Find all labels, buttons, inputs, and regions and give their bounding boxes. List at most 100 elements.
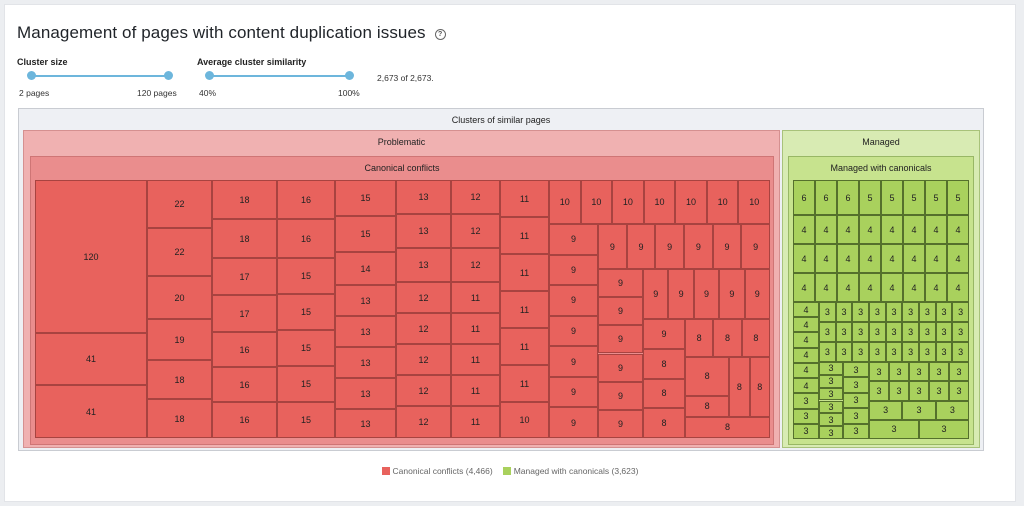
cluster-cell[interactable]: 3	[835, 302, 853, 322]
cluster-cell[interactable]: 4	[837, 273, 859, 302]
cluster-cell[interactable]: 15	[277, 366, 335, 402]
cluster-cell[interactable]: 8	[643, 348, 685, 379]
cluster-cell[interactable]: 4	[815, 215, 837, 244]
cluster-cell[interactable]: 9	[719, 269, 745, 319]
cluster-cell[interactable]: 13	[396, 180, 451, 214]
cluster-cell[interactable]: 5	[881, 180, 903, 215]
cluster-cell[interactable]: 5	[925, 180, 947, 215]
cluster-cell[interactable]: 13	[335, 378, 396, 409]
cluster-cell[interactable]: 3	[852, 302, 869, 322]
cluster-cell[interactable]: 3	[869, 419, 919, 439]
cluster-cell[interactable]: 10	[738, 180, 770, 224]
cluster-cell[interactable]: 9	[549, 346, 598, 377]
cluster-cell[interactable]: 4	[815, 273, 837, 302]
cluster-cell[interactable]: 12	[451, 214, 500, 248]
cluster-cell[interactable]: 13	[335, 409, 396, 438]
cluster-cell[interactable]: 3	[869, 362, 889, 382]
cluster-cell[interactable]: 12	[451, 180, 500, 214]
cluster-cell[interactable]: 3	[869, 322, 886, 342]
cluster-cell[interactable]: 6	[815, 180, 837, 215]
cluster-cell[interactable]: 13	[335, 347, 396, 378]
cluster-cell[interactable]: 20	[147, 276, 212, 319]
cluster-cell[interactable]: 3	[919, 302, 936, 322]
cluster-cell[interactable]: 3	[852, 322, 869, 342]
cluster-cell[interactable]: 9	[598, 325, 643, 354]
cluster-cell[interactable]: 9	[598, 381, 643, 410]
cluster-cell[interactable]: 17	[212, 295, 277, 332]
cluster-cell[interactable]: 3	[793, 393, 819, 409]
cluster-cell[interactable]: 10	[675, 180, 707, 224]
cluster-cell[interactable]: 11	[500, 365, 549, 402]
cluster-cell[interactable]: 3	[935, 322, 953, 342]
similarity-min-handle[interactable]	[205, 71, 214, 80]
cluster-cell[interactable]: 3	[819, 387, 843, 401]
cluster-cell[interactable]: 3	[819, 302, 836, 322]
cluster-size-track[interactable]	[31, 75, 168, 77]
cluster-cell[interactable]: 8	[741, 319, 770, 357]
cluster-cell[interactable]: 9	[744, 269, 770, 319]
cluster-cell[interactable]: 18	[212, 219, 277, 258]
cluster-cell[interactable]: 3	[843, 408, 869, 424]
cluster-cell[interactable]: 4	[859, 244, 881, 273]
cluster-cell[interactable]: 18	[147, 399, 212, 438]
cluster-cell[interactable]: 9	[741, 224, 770, 269]
cluster-cell[interactable]: 3	[949, 381, 969, 401]
cluster-cell[interactable]: 9	[549, 315, 598, 347]
cluster-cell[interactable]: 12	[396, 313, 451, 344]
cluster-cell[interactable]: 17	[212, 258, 277, 295]
cluster-cell[interactable]: 4	[793, 215, 815, 244]
cluster-cell[interactable]: 3	[843, 392, 869, 409]
cluster-cell[interactable]: 10	[549, 180, 581, 224]
cluster-cell[interactable]: 3	[935, 342, 953, 362]
cluster-cell[interactable]: 11	[500, 180, 549, 217]
cluster-cell[interactable]: 3	[919, 419, 969, 439]
cluster-cell[interactable]: 120	[35, 180, 147, 333]
cluster-cell[interactable]: 3	[902, 322, 919, 342]
cluster-cell[interactable]: 9	[693, 269, 720, 319]
cluster-cell[interactable]: 5	[947, 180, 969, 215]
cluster-cell[interactable]: 10	[500, 402, 549, 438]
cluster-cell[interactable]: 4	[925, 244, 947, 273]
cluster-cell[interactable]: 3	[952, 342, 969, 362]
cluster-cell[interactable]: 10	[643, 180, 676, 224]
cluster-cell[interactable]: 3	[919, 322, 936, 342]
cluster-cell[interactable]: 3	[819, 362, 843, 375]
cluster-cell[interactable]: 9	[712, 224, 742, 269]
cluster-cell[interactable]: 3	[869, 302, 886, 322]
cluster-cell[interactable]: 3	[852, 342, 869, 362]
cluster-cell[interactable]: 3	[949, 362, 969, 382]
cluster-cell[interactable]: 9	[598, 224, 627, 269]
cluster-cell[interactable]: 4	[837, 244, 859, 273]
cluster-cell[interactable]: 3	[819, 400, 843, 414]
cluster-cell[interactable]: 3	[869, 400, 903, 420]
cluster-cell[interactable]: 9	[626, 224, 656, 269]
cluster-cell[interactable]: 3	[819, 426, 843, 439]
cluster-cell[interactable]: 16	[277, 180, 335, 219]
cluster-cell[interactable]: 3	[843, 377, 869, 393]
group-canonical-conflicts[interactable]: Canonical conflicts 120 41 41 22 22 20 19 18 18 1…	[30, 156, 774, 445]
cluster-cell[interactable]: 8	[685, 416, 770, 438]
cluster-cell[interactable]: 6	[793, 180, 815, 215]
cluster-cell[interactable]: 12	[396, 282, 451, 313]
cluster-cell[interactable]: 3	[929, 362, 949, 382]
cluster-cell[interactable]: 4	[881, 244, 903, 273]
cluster-cell[interactable]: 9	[598, 269, 643, 298]
cluster-cell[interactable]: 4	[859, 215, 881, 244]
cluster-cell[interactable]: 18	[212, 180, 277, 219]
cluster-cell[interactable]: 5	[903, 180, 925, 215]
cluster-cell[interactable]: 4	[925, 273, 947, 302]
cluster-cell[interactable]: 41	[35, 385, 147, 438]
cluster-cell[interactable]: 16	[212, 402, 277, 438]
cluster-cell[interactable]: 14	[335, 252, 396, 285]
cluster-cell[interactable]: 3	[909, 362, 929, 382]
cluster-cell[interactable]: 3	[889, 362, 909, 382]
cluster-cell[interactable]: 11	[500, 217, 549, 254]
cluster-cell[interactable]: 3	[902, 400, 936, 420]
cluster-cell[interactable]: 3	[869, 381, 889, 401]
cluster-cell[interactable]: 18	[147, 360, 212, 399]
cluster-cell[interactable]: 13	[335, 285, 396, 316]
cluster-cell[interactable]: 11	[451, 344, 500, 375]
cluster-cell[interactable]: 10	[706, 180, 739, 224]
cluster-cell[interactable]: 3	[835, 342, 853, 362]
